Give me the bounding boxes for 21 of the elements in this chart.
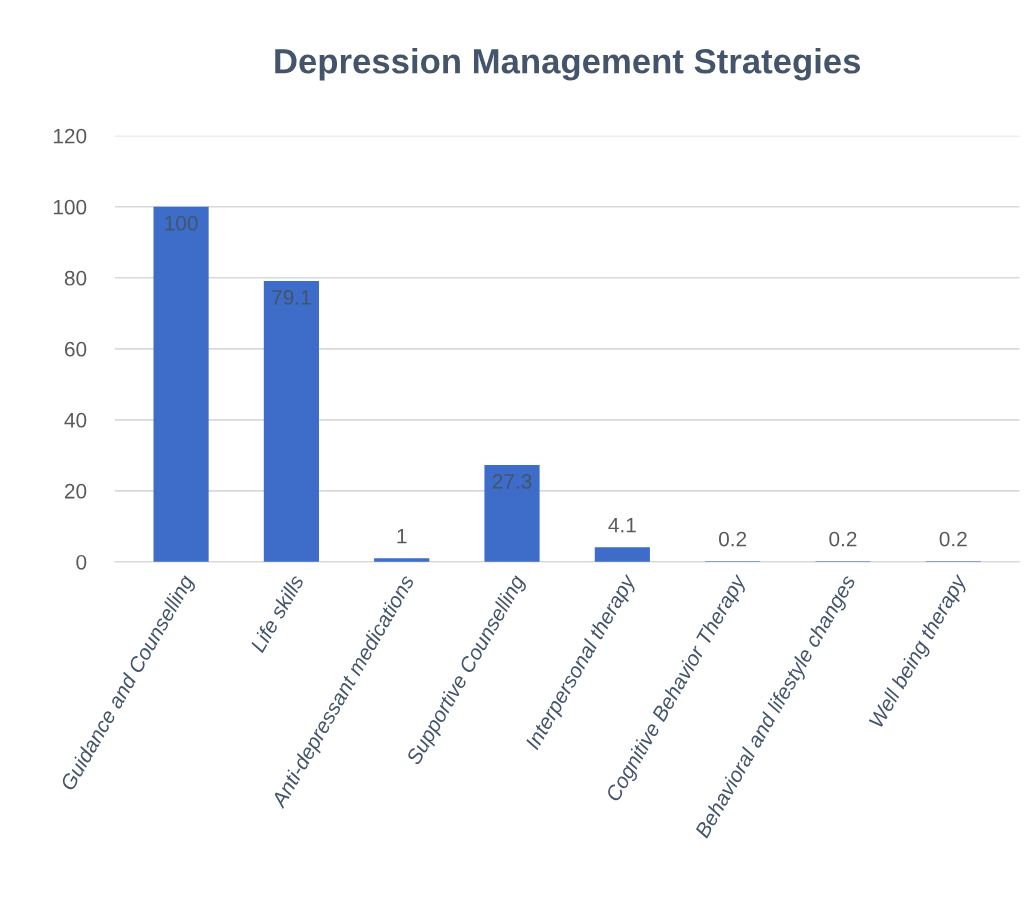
bar	[594, 547, 650, 562]
data-label: 0.2	[939, 531, 967, 547]
y-tick-label: 100	[53, 199, 87, 215]
data-label: 27.3	[492, 474, 532, 489]
y-tick-label: 60	[64, 341, 87, 357]
bar	[263, 280, 319, 562]
y-tick-label: 20	[64, 483, 87, 499]
y-tick-label: 120	[53, 128, 87, 144]
data-label: 4.1	[608, 518, 636, 533]
chart-title: Depression Management Strategies	[275, 48, 861, 81]
data-label: 100	[165, 215, 198, 231]
data-label: 0.2	[718, 531, 747, 547]
y-tick-label: 0	[76, 554, 87, 570]
bar	[484, 464, 540, 562]
data-label: 1	[397, 529, 407, 544]
data-label: 79.1	[272, 290, 311, 305]
data-label: 0.2	[829, 531, 857, 547]
bar	[374, 558, 430, 562]
bar	[153, 206, 209, 562]
y-tick-label: 80	[64, 270, 87, 286]
y-tick-label: 40	[64, 412, 87, 428]
